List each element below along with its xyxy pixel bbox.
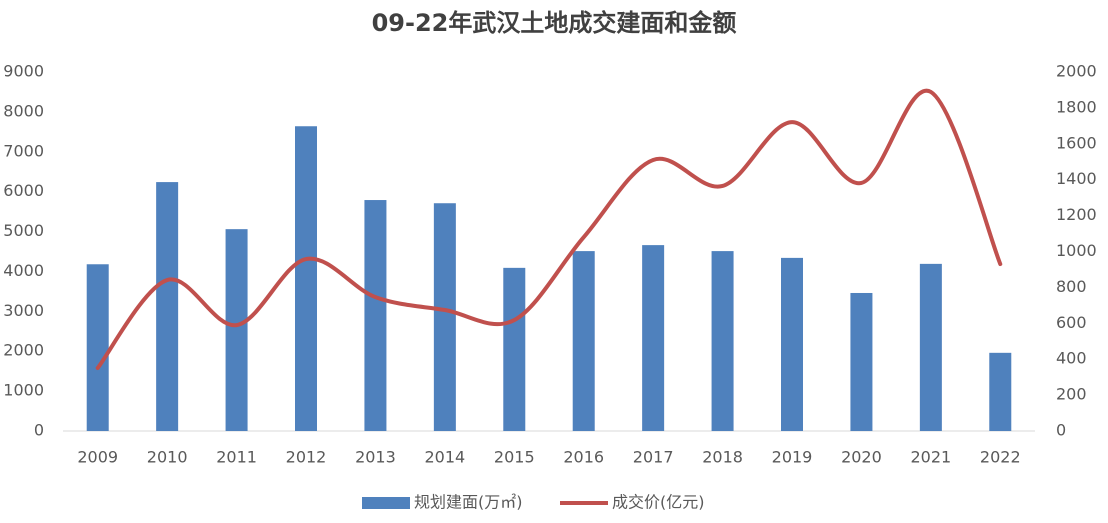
bar — [919, 263, 942, 431]
bar — [86, 264, 109, 431]
x-tick-label: 2021 — [910, 448, 951, 467]
x-tick-label: 2020 — [841, 448, 882, 467]
x-tick-label: 2010 — [147, 448, 188, 467]
x-tick-label: 2016 — [563, 448, 604, 467]
y2-tick-label: 600 — [1056, 313, 1087, 332]
x-tick-label: 2017 — [633, 448, 674, 467]
bar — [433, 203, 456, 431]
x-tick-label: 2013 — [355, 448, 396, 467]
y2-tick-label: 1200 — [1056, 205, 1097, 224]
x-tick-label: 2014 — [424, 448, 465, 467]
y2-tick-label: 1800 — [1056, 97, 1097, 116]
y2-tick-label: 800 — [1056, 277, 1087, 296]
y-tick-label: 3000 — [3, 301, 44, 320]
y2-tick-label: 2000 — [1056, 62, 1097, 81]
legend-swatch — [362, 497, 410, 509]
x-tick-label: 2018 — [702, 448, 743, 467]
bar — [989, 352, 1012, 431]
y-tick-label: 8000 — [3, 101, 44, 120]
bar — [781, 257, 803, 431]
chart-title: 09-22年武汉土地成交建面和金额 — [372, 9, 737, 37]
bar — [850, 292, 873, 431]
bar — [225, 229, 248, 431]
bar — [572, 251, 595, 431]
y-tick-label: 9000 — [3, 62, 44, 81]
bar — [503, 267, 526, 431]
x-tick-label: 2015 — [494, 448, 535, 467]
y2-tick-label: 400 — [1056, 349, 1087, 368]
x-tick-label: 2022 — [980, 448, 1021, 467]
x-tick-label: 2009 — [77, 448, 118, 467]
y-tick-label: 7000 — [3, 141, 44, 160]
x-tick-label: 2011 — [216, 448, 257, 467]
bar — [295, 126, 317, 431]
y-tick-label: 4000 — [3, 261, 44, 280]
bar — [642, 245, 665, 431]
y2-tick-label: 1600 — [1056, 133, 1097, 152]
x-tick-label: 2019 — [772, 448, 813, 467]
y-tick-label: 5000 — [3, 221, 44, 240]
y-tick-label: 0 — [34, 421, 44, 440]
y2-tick-label: 1000 — [1056, 241, 1097, 260]
legend-label: 规划建面(万㎡) — [414, 493, 523, 512]
y-tick-label: 2000 — [3, 341, 44, 360]
line — [95, 88, 1003, 370]
x-tick-label: 2012 — [286, 448, 327, 467]
y2-tick-label: 200 — [1056, 385, 1087, 404]
y2-tick-label: 1400 — [1056, 169, 1097, 188]
bar — [364, 200, 387, 431]
y-tick-label: 1000 — [3, 381, 44, 400]
y2-tick-label: 0 — [1056, 421, 1066, 440]
bar — [156, 182, 179, 431]
legend-label: 成交价(亿元) — [612, 493, 705, 512]
y-tick-label: 6000 — [3, 181, 44, 200]
bar — [711, 251, 734, 431]
